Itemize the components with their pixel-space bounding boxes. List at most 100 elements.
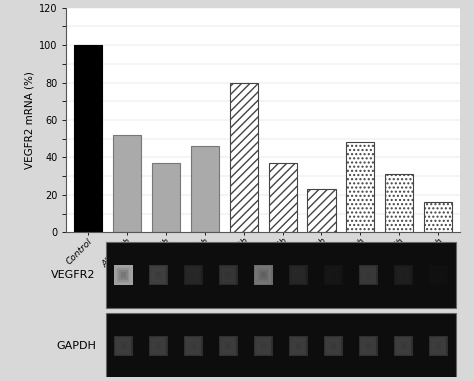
Bar <box>365 343 371 349</box>
Bar <box>254 336 273 357</box>
Bar <box>189 341 198 351</box>
Bar <box>148 336 168 357</box>
Bar <box>117 268 129 282</box>
Bar <box>257 339 269 353</box>
Bar <box>359 336 378 357</box>
Bar <box>189 270 198 280</box>
Bar <box>106 242 456 307</box>
Bar <box>120 272 126 278</box>
Bar <box>432 268 445 282</box>
Bar <box>183 264 203 285</box>
Bar <box>148 264 168 285</box>
Bar <box>394 336 413 357</box>
Bar <box>74 45 102 232</box>
Bar <box>115 338 131 355</box>
Bar <box>120 343 126 349</box>
Bar <box>395 266 411 283</box>
Bar <box>269 163 297 232</box>
Bar <box>150 338 166 355</box>
Bar <box>224 270 233 280</box>
Bar <box>292 268 304 282</box>
Bar <box>155 272 161 278</box>
Bar <box>434 341 443 351</box>
Bar <box>155 343 161 349</box>
Bar <box>185 338 201 355</box>
Bar <box>261 272 266 278</box>
Bar <box>115 266 131 283</box>
Bar <box>362 268 374 282</box>
Bar <box>308 189 336 232</box>
Bar <box>222 268 235 282</box>
Bar <box>364 341 373 351</box>
Y-axis label: VEGFR2 mRNA (%): VEGFR2 mRNA (%) <box>25 71 35 169</box>
Bar <box>191 272 196 278</box>
Bar <box>119 270 128 280</box>
Bar <box>150 266 166 283</box>
Bar <box>222 339 235 353</box>
Bar <box>220 266 236 283</box>
Bar <box>154 270 163 280</box>
Bar <box>152 268 164 282</box>
Bar <box>362 339 374 353</box>
Bar <box>187 268 200 282</box>
Bar <box>385 174 413 232</box>
Bar <box>183 336 203 357</box>
Bar <box>187 339 200 353</box>
Bar <box>257 268 269 282</box>
Bar <box>325 266 341 283</box>
Bar <box>434 270 443 280</box>
Bar <box>106 314 456 379</box>
Bar <box>395 338 411 355</box>
Bar <box>259 341 268 351</box>
Bar <box>324 336 343 357</box>
Bar <box>401 272 406 278</box>
Bar <box>229 83 257 232</box>
Bar <box>289 264 308 285</box>
Bar <box>296 272 301 278</box>
Bar <box>224 341 233 351</box>
Bar <box>185 266 201 283</box>
Bar <box>428 264 448 285</box>
Bar <box>259 270 268 280</box>
Bar <box>399 270 408 280</box>
Bar <box>255 338 271 355</box>
Bar <box>220 338 236 355</box>
Bar <box>327 339 339 353</box>
Bar <box>346 142 374 232</box>
Bar <box>424 202 452 232</box>
Bar <box>430 338 446 355</box>
Bar <box>436 343 441 349</box>
Bar <box>394 264 413 285</box>
Bar <box>329 270 337 280</box>
Bar <box>261 343 266 349</box>
Bar <box>294 341 303 351</box>
Bar <box>360 338 376 355</box>
Bar <box>154 341 163 351</box>
Bar <box>113 135 141 232</box>
Bar <box>432 339 445 353</box>
Bar <box>114 336 133 357</box>
Bar <box>226 272 231 278</box>
Bar <box>254 264 273 285</box>
Bar <box>430 266 446 283</box>
Bar <box>296 343 301 349</box>
Bar <box>255 266 271 283</box>
Bar <box>191 343 196 349</box>
Bar <box>152 339 164 353</box>
Bar <box>219 336 238 357</box>
Bar <box>324 264 343 285</box>
Text: VEGFR2: VEGFR2 <box>51 270 96 280</box>
Bar <box>330 272 336 278</box>
Text: GAPDH: GAPDH <box>56 341 96 351</box>
Bar <box>294 270 303 280</box>
Bar <box>360 266 376 283</box>
Bar <box>359 264 378 285</box>
Bar <box>329 341 337 351</box>
Bar <box>364 270 373 280</box>
Bar <box>119 341 128 351</box>
Bar <box>330 343 336 349</box>
Bar <box>114 264 133 285</box>
Bar <box>117 339 129 353</box>
Bar <box>219 264 238 285</box>
Bar <box>436 272 441 278</box>
